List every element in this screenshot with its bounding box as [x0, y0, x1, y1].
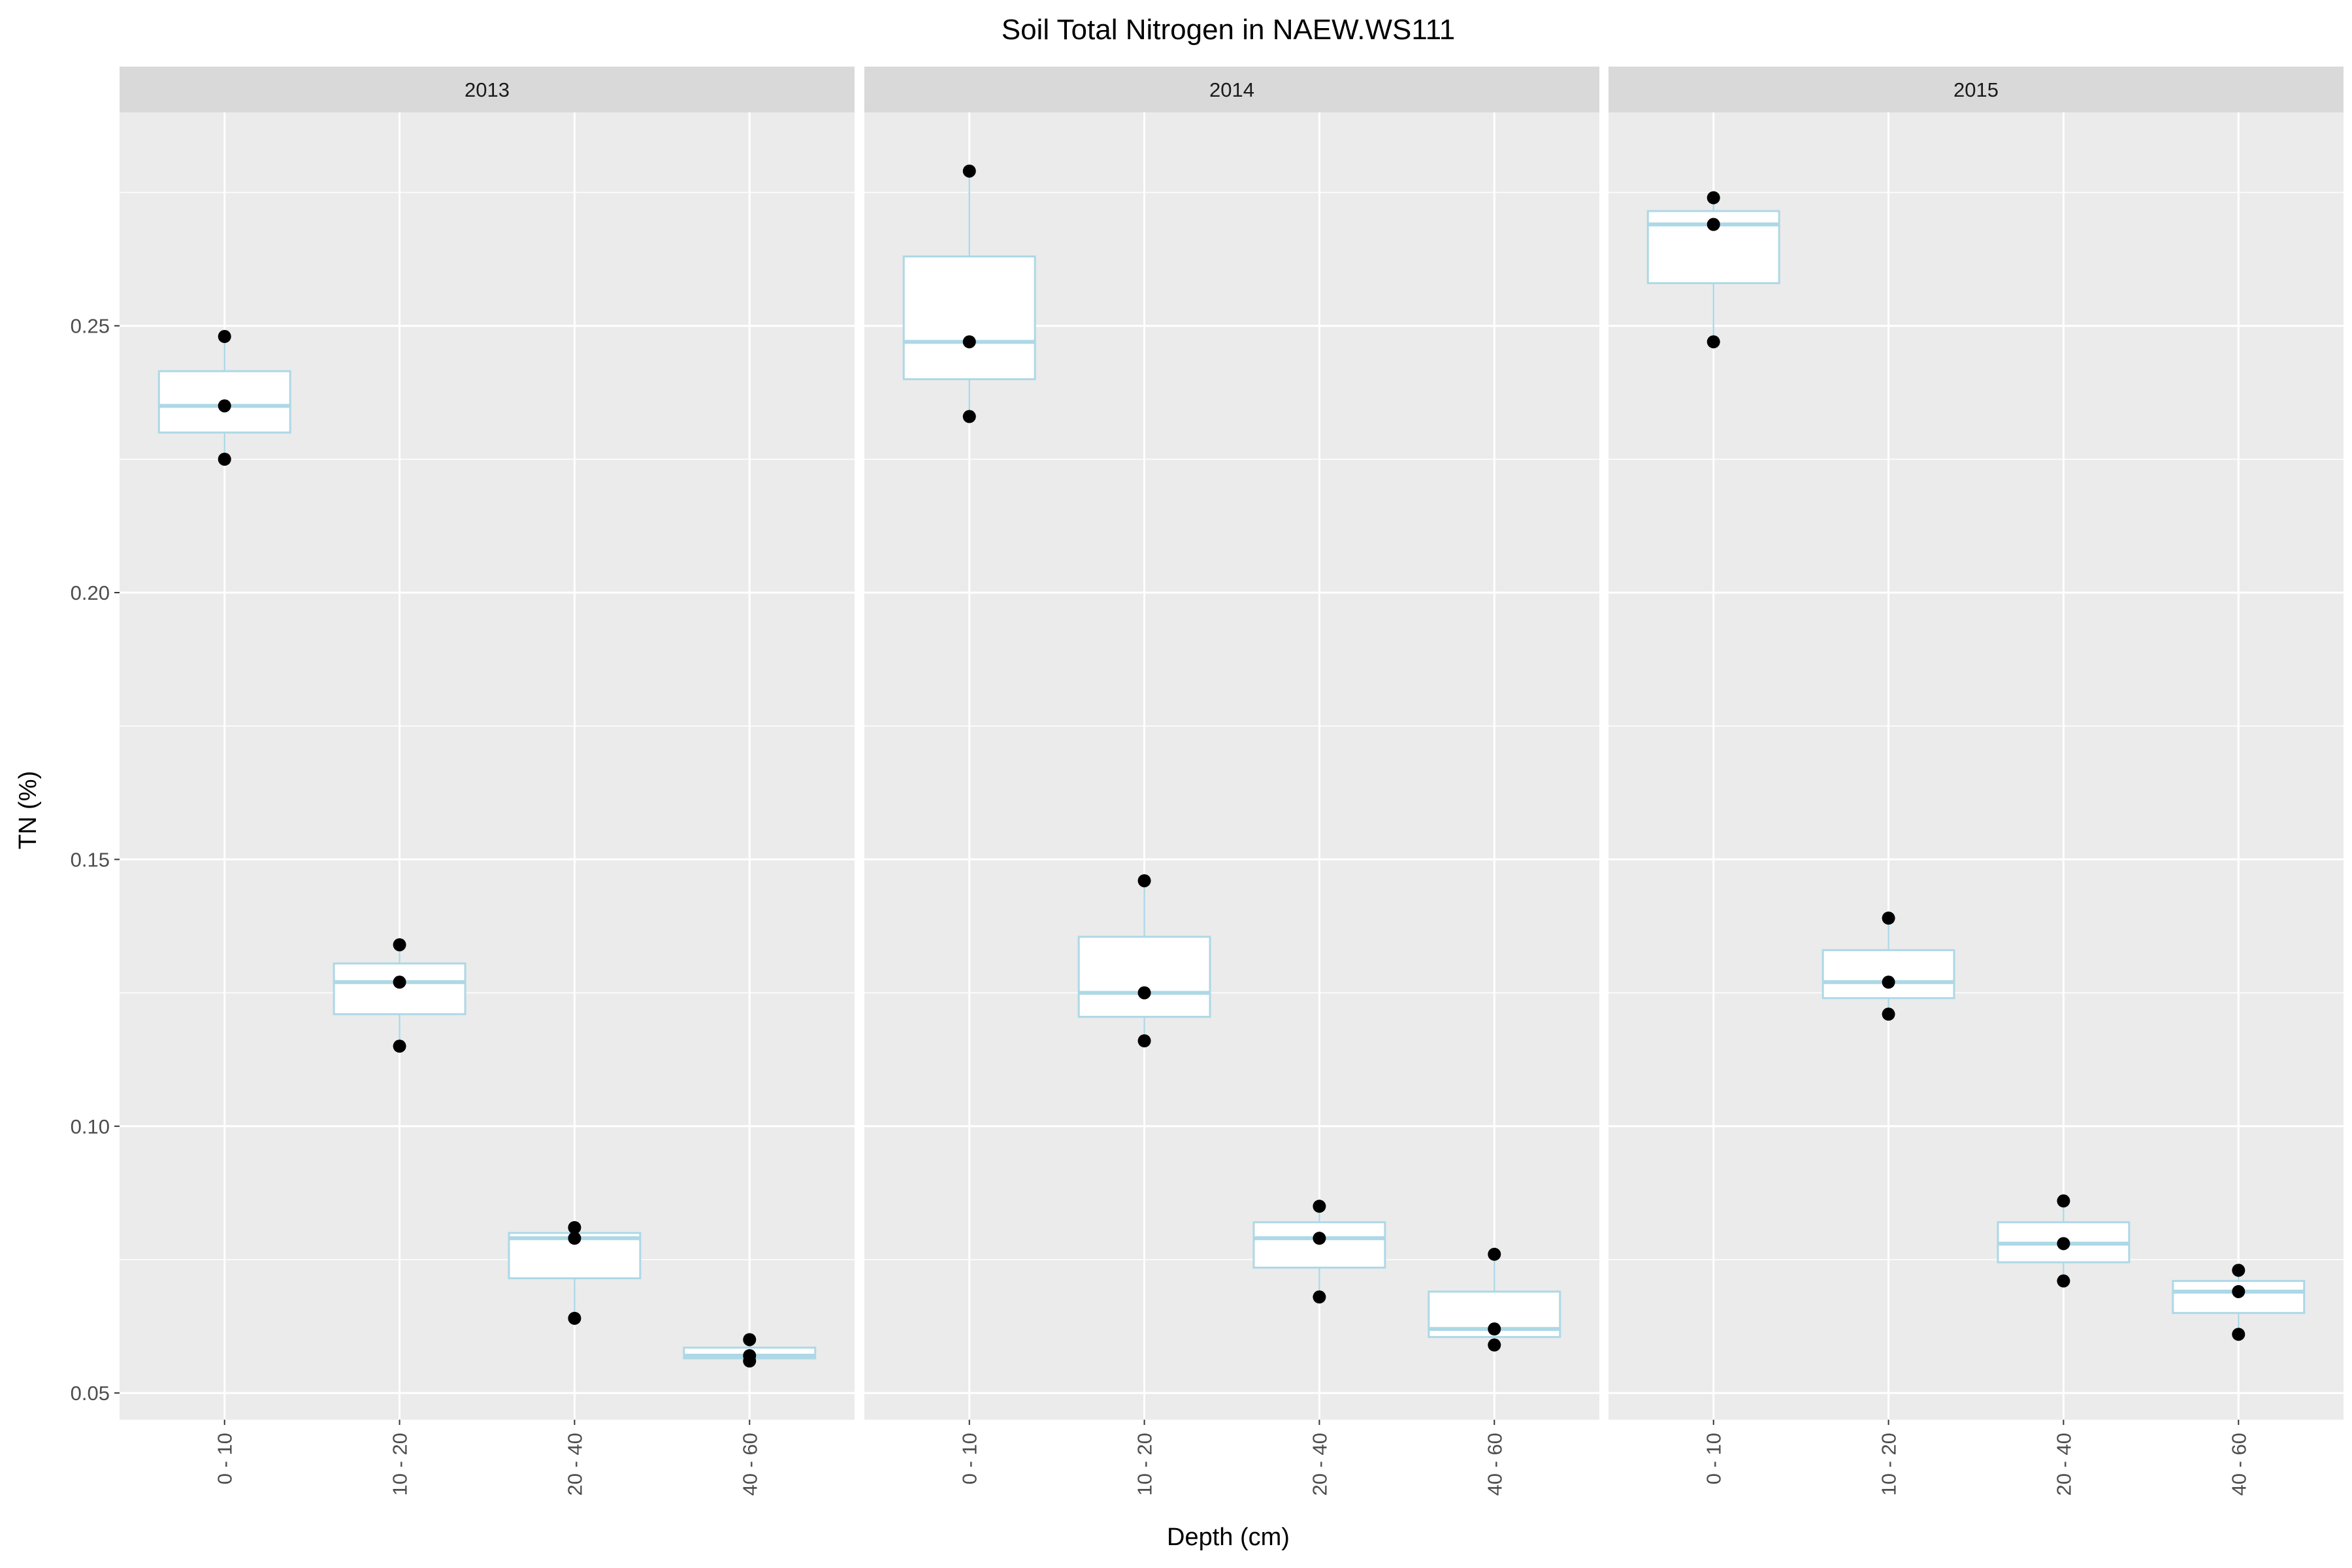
data-point [1488, 1322, 1501, 1336]
data-point [1707, 191, 1720, 204]
facet-panel-2014: 2014 0 - 10 10 - 20 20 - 40 40 - 60 [864, 67, 1599, 1496]
y-axis-title: TN (%) [14, 771, 42, 849]
data-point [1882, 911, 1895, 925]
facet-panel-2015: 2015 0 - 10 10 - 20 20 - 40 40 - 60 [1609, 67, 2344, 1496]
x-tick-label: 0 - 10 [214, 1433, 237, 1484]
x-tick-label: 10 - 20 [1878, 1433, 1901, 1496]
data-point [568, 1311, 581, 1325]
x-tick-label: 20 - 40 [563, 1433, 586, 1496]
x-tick-label: 40 - 60 [738, 1433, 761, 1496]
data-point [743, 1348, 757, 1362]
box-iqr [1252, 1221, 1386, 1269]
x-tick-label: 0 - 10 [958, 1433, 981, 1484]
y-tick-label: 0.10 [71, 1115, 110, 1138]
box-2015-2 [1997, 1194, 2131, 1288]
data-point [2232, 1264, 2246, 1277]
data-point [962, 164, 976, 178]
data-point [2232, 1284, 2246, 1298]
box-2014-2 [1252, 1200, 1386, 1304]
facet-strip [120, 67, 855, 112]
y-tick-label: 0.15 [71, 848, 110, 871]
data-point [1313, 1200, 1326, 1213]
data-point [2232, 1328, 2246, 1341]
data-point [962, 410, 976, 423]
box-2013-1 [333, 938, 466, 1053]
facet-strip-label: 2015 [1953, 78, 1999, 101]
data-point [568, 1232, 581, 1245]
y-tick-label: 0.25 [71, 315, 110, 338]
data-point [393, 938, 406, 952]
box-2013-2 [508, 1220, 642, 1325]
data-point [1137, 986, 1151, 1000]
y-axis: 0.05 0.10 0.15 0.20 0.25 [71, 315, 120, 1405]
x-tick-label: 20 - 40 [1308, 1433, 1331, 1496]
data-point [2057, 1237, 2070, 1250]
data-point [1707, 218, 1720, 231]
data-point [962, 335, 976, 349]
box-2015-1 [1821, 911, 1955, 1021]
x-tick-label: 40 - 60 [1483, 1433, 1506, 1496]
data-point [218, 452, 231, 466]
box-iqr [1077, 936, 1211, 1018]
facet-panel-2013: 2013 0 - 10 10 - 20 20 - 40 40 - 60 [120, 67, 855, 1496]
data-point [1137, 874, 1151, 888]
data-point [2057, 1194, 2070, 1208]
x-tick-label: 10 - 20 [389, 1433, 412, 1496]
box-iqr [902, 255, 1036, 380]
chart-title: Soil Total Nitrogen in NAEW.WS111 [1002, 14, 1456, 46]
y-tick-label: 0.05 [71, 1382, 110, 1405]
data-point [1882, 975, 1895, 989]
box-2013-0 [157, 330, 291, 466]
data-point [1882, 1007, 1895, 1021]
data-point [393, 1039, 406, 1053]
box-2013-3 [683, 1333, 817, 1368]
x-tick-label: 0 - 10 [1703, 1433, 1725, 1484]
data-point [1313, 1232, 1326, 1245]
box-2015-0 [1646, 191, 1780, 349]
box-2014-3 [1428, 1247, 1561, 1352]
data-point [218, 330, 231, 344]
data-point [743, 1333, 757, 1347]
box-2014-0 [902, 164, 1036, 423]
x-tick-label: 10 - 20 [1134, 1433, 1156, 1496]
data-point [393, 975, 406, 989]
data-point [218, 399, 231, 413]
box-iqr [333, 962, 466, 1015]
facet-strip [1609, 67, 2344, 112]
x-tick-label: 40 - 60 [2227, 1433, 2250, 1496]
data-point [1707, 335, 1720, 349]
x-tick-label: 20 - 40 [2052, 1433, 2075, 1496]
data-point [1313, 1290, 1326, 1304]
box-2014-1 [1077, 874, 1211, 1048]
x-axis-title: Depth (cm) [1167, 1524, 1290, 1551]
facet-strip [864, 67, 1599, 112]
y-tick-label: 0.20 [71, 581, 110, 604]
panel-background [1609, 112, 2344, 1420]
box-2015-3 [2172, 1264, 2306, 1341]
data-point [568, 1220, 581, 1234]
panel-background [120, 112, 855, 1420]
facet-strip-label: 2014 [1209, 78, 1254, 101]
data-point [1488, 1338, 1501, 1352]
data-point [2057, 1274, 2070, 1288]
data-point [1488, 1247, 1501, 1261]
facet-panels: 2013 0 - 10 10 - 20 20 - 40 40 - 60 2014 0 - 1… [120, 67, 2344, 1496]
box-iqr [1821, 949, 1955, 1000]
data-point [1137, 1034, 1151, 1048]
facet-strip-label: 2013 [465, 78, 510, 101]
